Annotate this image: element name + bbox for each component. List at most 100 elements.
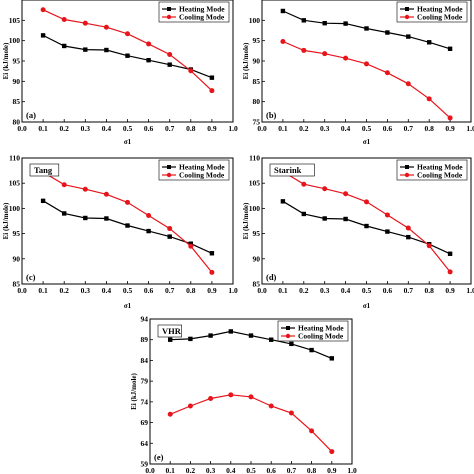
data-point-heating (40, 198, 46, 204)
x-tick-label: 1.0 (347, 466, 357, 474)
legend-marker-circle (404, 172, 410, 178)
data-point-heating (343, 216, 348, 222)
data-point-heating (301, 18, 306, 23)
y-tick-label: 90 (253, 57, 261, 66)
data-point-cooling (61, 17, 67, 23)
x-tick-label: 0.1 (278, 286, 288, 295)
data-point-heating (309, 347, 314, 353)
y-tick-label: 100 (9, 204, 21, 213)
data-point-cooling (384, 212, 390, 218)
x-tick-label: 0.6 (144, 124, 154, 133)
x-tick-label: 0.5 (123, 124, 133, 133)
data-point-heating (447, 46, 453, 51)
data-point-heating (209, 75, 215, 80)
y-tick-label: 110 (9, 154, 20, 163)
data-point-cooling (209, 88, 215, 94)
data-point-cooling (322, 186, 328, 192)
data-point-heating (209, 251, 215, 256)
legend-box (158, 1, 230, 23)
y-tick-label: 84 (141, 356, 149, 365)
legend-label: Cooling Mode (298, 332, 344, 341)
method-label: Starink (274, 165, 302, 175)
data-point-heating (83, 47, 88, 52)
x-tick-label: 0.2 (60, 286, 70, 295)
data-point-heating (168, 337, 173, 342)
x-axis-label: σ1 (124, 138, 132, 146)
data-point-cooling (268, 403, 274, 409)
x-tick-label: 0.5 (362, 286, 372, 295)
data-point-cooling (301, 181, 307, 187)
x-tick-label: 0.4 (102, 286, 112, 295)
data-point-cooling (280, 38, 286, 44)
chart-panel-a: 0.0 0.1 0.2 0.3 0.4 0.5 0.6 0.7 0.8 0.9 1.0 80 85 90 9… (2, 0, 238, 146)
y-tick-label: 80 (253, 97, 261, 106)
x-tick-label: 1.0 (466, 286, 474, 295)
y-tick-label: 100 (249, 16, 261, 25)
data-point-heating (280, 8, 286, 14)
legend-marker-square (405, 7, 409, 11)
x-tick-label: 0.3 (320, 286, 330, 295)
legend-box (277, 320, 349, 342)
data-point-cooling (146, 212, 152, 218)
data-point-heating (104, 47, 109, 53)
x-tick-label: 0.2 (186, 466, 196, 474)
x-tick-label: 0.4 (341, 124, 351, 133)
legend-marker-circle (166, 14, 172, 20)
legend-label: Cooling Mode (417, 13, 463, 22)
data-point-heating (364, 26, 369, 31)
data-point-heating (40, 33, 46, 38)
data-point-cooling (248, 394, 254, 400)
legend-label: Cooling Mode (179, 171, 225, 180)
x-tick-label: 0.8 (425, 286, 435, 295)
method-label-box (29, 163, 60, 177)
x-tick-label: 0.5 (123, 286, 133, 295)
x-tick-label: 0.9 (445, 286, 455, 295)
y-tick-label: 90 (253, 254, 261, 263)
y-tick-label: 105 (249, 179, 261, 188)
data-point-cooling (208, 396, 214, 402)
x-tick-label: 0.4 (341, 286, 351, 295)
y-tick-label: 89 (141, 335, 149, 344)
data-point-cooling (343, 191, 349, 197)
data-point-cooling (146, 41, 152, 47)
data-point-heating (406, 34, 411, 39)
panel-label: (d) (266, 272, 277, 282)
y-tick-label: 85 (13, 97, 21, 106)
y-axis-label: Ei (kJ/mole) (2, 202, 10, 239)
data-point-heating (385, 229, 390, 234)
legend-label: Cooling Mode (179, 13, 225, 22)
data-point-heating (406, 234, 411, 240)
data-point-cooling (447, 269, 453, 275)
legend-label: Cooling Mode (417, 171, 463, 180)
y-tick-label: 95 (253, 36, 261, 45)
panel-label: (a) (26, 110, 36, 120)
data-point-cooling (288, 410, 294, 416)
data-point-cooling (405, 81, 411, 87)
legend-label: Heating Mode (298, 324, 344, 333)
data-point-heating (208, 333, 213, 338)
y-tick-label: 59 (141, 460, 149, 469)
legend-marker-square (167, 165, 171, 169)
data-point-cooling (426, 96, 432, 102)
x-tick-label: 0.0 (257, 286, 267, 295)
legend-box (396, 159, 468, 181)
y-tick-label: 74 (141, 397, 149, 406)
data-point-cooling (447, 115, 453, 121)
y-tick-label: 105 (9, 179, 21, 188)
chart-panel-c: 0.0 0.1 0.2 0.3 0.4 0.5 0.6 0.7 0.8 0.9 1.0 85 90 95 1… (2, 154, 238, 311)
y-tick-label: 95 (253, 229, 261, 238)
data-point-heating (228, 329, 233, 334)
legend-marker-circle (285, 333, 291, 339)
x-tick-label: 0.6 (144, 286, 154, 295)
y-axis-label: Ei (kJ/mole) (242, 202, 250, 239)
legend-label: Heating Mode (179, 5, 225, 14)
data-point-heating (427, 40, 432, 45)
series-line-cooling (282, 40, 451, 119)
series-line-cooling (282, 171, 451, 273)
data-point-heating (289, 341, 294, 347)
data-point-cooling (188, 68, 194, 74)
data-point-cooling (228, 392, 234, 398)
